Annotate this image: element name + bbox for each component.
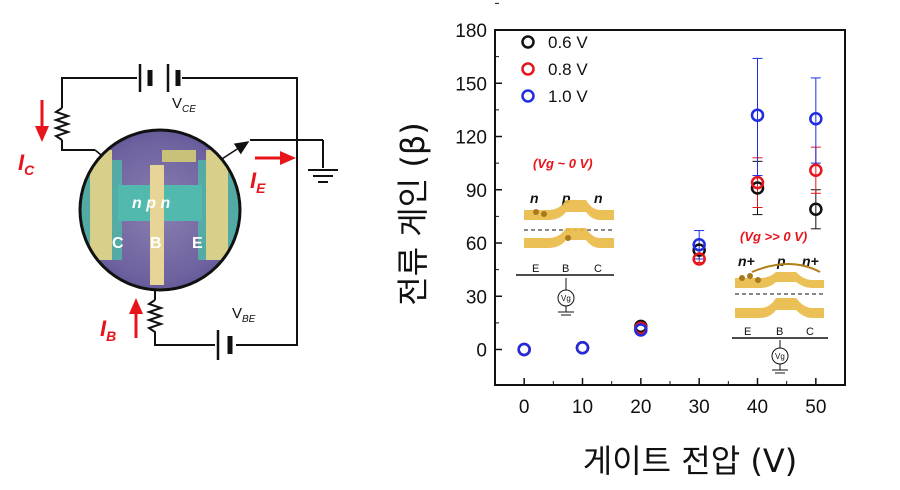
base-resistor-icon <box>145 299 165 338</box>
y-tick-label: 180 <box>455 21 487 42</box>
x-tick-label: 20 <box>630 397 651 418</box>
data-point <box>692 243 706 257</box>
data-point <box>809 163 823 177</box>
ib-label: IB <box>100 316 116 344</box>
band-inset-low-gate: (Vg ~ 0 V) n p n E B C Vg <box>516 156 614 316</box>
x-tick-label: 30 <box>689 397 710 418</box>
legend-label: 1.0 V <box>548 87 588 106</box>
ib-arrow-icon <box>129 298 143 338</box>
inset2-term-e: E <box>744 326 751 338</box>
x-tick-label: 10 <box>572 397 593 418</box>
vce-label: VCE <box>172 95 196 115</box>
device-npn-label: n p n <box>132 195 170 212</box>
x-tick-label: 40 <box>747 397 768 418</box>
legend: 0.6 V 0.8 V 1.0 V <box>521 33 588 106</box>
inset1-term-c: C <box>594 263 602 275</box>
data-point <box>750 108 765 122</box>
inset2-term-c: C <box>806 326 814 338</box>
inset1-term-e: E <box>532 263 539 275</box>
legend-marker <box>521 62 535 76</box>
ic-arrow-icon <box>35 100 49 142</box>
vbe-battery-icon <box>216 330 233 360</box>
inset2-title: (Vg >> 0 V) <box>740 229 807 244</box>
y-tick-label: 150 <box>455 74 487 95</box>
vbe-label: VBE <box>232 305 256 325</box>
data-point <box>634 323 648 337</box>
legend-marker <box>521 35 535 49</box>
inset1-term-b: B <box>562 263 569 275</box>
inset1-region-n-left: n <box>530 190 539 206</box>
inset2-term-b: B <box>776 326 783 338</box>
data-point <box>750 181 765 195</box>
data-point <box>750 175 765 190</box>
legend-marker <box>521 89 535 103</box>
x-tick-label: 0 <box>519 397 530 418</box>
data-point <box>692 252 706 266</box>
ic-label: IC <box>18 150 35 178</box>
plot-frame <box>494 29 846 386</box>
x-axis: 0 10 20 30 40 50 <box>519 378 846 418</box>
ie-arrow-icon <box>255 151 296 165</box>
y-axis: 0 30 60 90 120 150 180 <box>455 2 502 362</box>
terminal-b-label: B <box>150 235 162 252</box>
data-point <box>517 342 531 357</box>
vce-battery-icon <box>138 64 181 92</box>
device-micrograph: n p n C B E <box>78 128 242 292</box>
data-point <box>692 238 706 252</box>
inset2-region-n-right: n+ <box>802 253 819 269</box>
ground-icon <box>297 139 338 183</box>
inset2-region-n-left: n+ <box>738 253 755 269</box>
terminal-e-label: E <box>192 235 203 252</box>
y-axis-title: 전류 게인 (β) <box>394 122 432 306</box>
data-points <box>517 108 823 357</box>
y-tick-label: 120 <box>455 128 487 149</box>
ie-label: IE <box>250 168 266 196</box>
data-point <box>809 112 823 126</box>
y-tick-label: 30 <box>466 287 487 308</box>
terminal-c-label: C <box>112 235 124 252</box>
band-inset-high-gate: (Vg >> 0 V) n+ p n+ E B C Vg <box>732 229 828 374</box>
x-axis-title: 게이트 전압 (V) <box>583 442 797 480</box>
inset1-region-n-right: n <box>594 190 603 206</box>
inset1-region-p: p <box>561 190 571 206</box>
data-point <box>575 340 590 355</box>
circuit-diagram: VCE VBE IC IE <box>18 64 338 360</box>
y-tick-label: 60 <box>466 234 487 255</box>
x-tick-label: 50 <box>805 397 826 418</box>
inset1-title: (Vg ~ 0 V) <box>533 156 593 171</box>
inset1-gate: Vg <box>561 294 571 303</box>
inset2-region-p: p <box>776 253 786 269</box>
collector-resistor-icon <box>52 107 72 141</box>
data-point <box>809 202 823 217</box>
y-tick-label: 90 <box>466 181 487 202</box>
inset2-gate: Vg <box>775 352 785 361</box>
legend-label: 0.8 V <box>548 60 588 79</box>
y-tick-label: 0 <box>476 341 487 362</box>
legend-label: 0.6 V <box>548 33 588 52</box>
